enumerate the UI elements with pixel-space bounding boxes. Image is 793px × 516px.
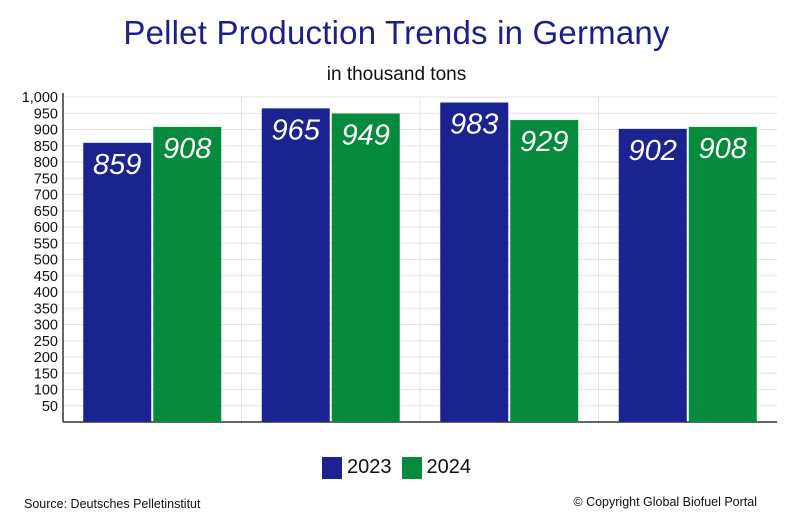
y-tick-label: 150	[34, 366, 58, 382]
bar-2024-4	[688, 126, 757, 423]
y-tick-label: 650	[34, 204, 58, 220]
data-label-2023-4: 902	[629, 135, 677, 167]
bar-2023-4	[618, 128, 687, 422]
bar-2024-3	[510, 120, 579, 422]
y-tick-label: 1,000	[22, 90, 58, 106]
bar-2023-3	[440, 102, 509, 423]
y-tick-label: 250	[34, 334, 58, 350]
y-tick-label: 950	[34, 106, 58, 122]
y-tick-label: 350	[34, 301, 58, 317]
legend-item-2023: 2023	[322, 456, 392, 479]
y-tick-label: 700	[34, 188, 58, 204]
y-tick-label: 850	[34, 139, 58, 155]
data-label-2024-3: 929	[520, 126, 568, 158]
y-tick-label: 450	[34, 269, 58, 285]
y-tick-label: 500	[34, 253, 58, 269]
chart-subtitle: in thousand tons	[326, 64, 467, 85]
bar-chart: 5010015020025030035040045050055060065070…	[22, 90, 777, 423]
y-tick-label: 400	[34, 285, 58, 301]
source-note: Source: Deutsches Pelletinstitut	[24, 497, 201, 511]
legend-swatch-2023	[322, 456, 342, 479]
y-tick-label: 100	[34, 383, 58, 399]
legend: 2023 2024	[0, 456, 793, 479]
bar-2024-1	[153, 126, 222, 423]
bar-2023-2	[261, 108, 330, 422]
bar-2024-2	[331, 113, 400, 422]
data-label-2024-4: 908	[699, 133, 747, 165]
bar-2023-1	[83, 142, 152, 422]
legend-item-2024: 2024	[401, 456, 472, 479]
y-tick-label: 300	[34, 318, 58, 334]
y-tick-label: 50	[42, 399, 58, 415]
data-label-2023-3: 983	[450, 109, 498, 141]
legend-label-2024: 2024	[426, 456, 472, 478]
y-tick-label: 200	[34, 350, 58, 366]
y-tick-label: 750	[34, 171, 58, 187]
y-tick-label: 900	[34, 123, 58, 139]
y-tick-label: 800	[34, 155, 58, 171]
legend-swatch-2024	[401, 456, 422, 479]
data-label-2023-1: 859	[93, 149, 141, 181]
data-label-2023-2: 965	[272, 114, 321, 146]
y-tick-label: 600	[34, 220, 58, 236]
chart-title: Pellet Production Trends in Germany	[123, 14, 670, 51]
y-tick-label: 550	[34, 236, 58, 252]
copyright-note: © Copyright Global Biofuel Portal	[573, 495, 757, 509]
legend-label-2023: 2023	[347, 456, 392, 478]
data-label-2024-2: 949	[342, 120, 390, 152]
data-label-2024-1: 908	[163, 133, 211, 165]
